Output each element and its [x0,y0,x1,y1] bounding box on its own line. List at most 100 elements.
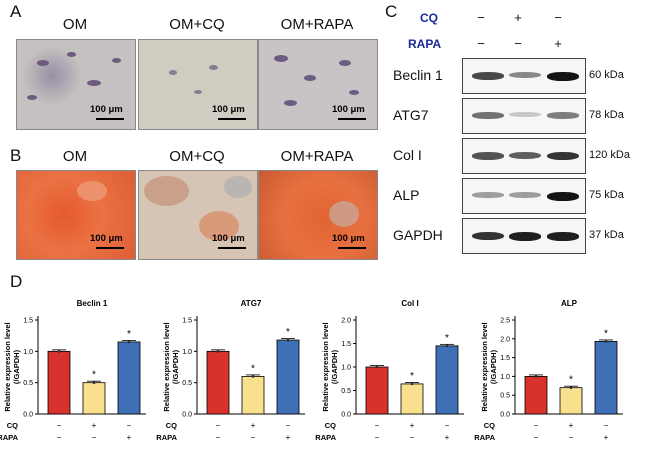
chart-star-atg7: * [251,363,255,374]
chart-sign-col-i: − [410,433,415,442]
wb-band [509,112,541,117]
wb-sign-cq-3: − [554,10,562,25]
chart-bar-beclin-1 [82,382,106,415]
panel-letter-b: B [10,146,22,165]
micrograph-b-om [16,170,136,260]
chart-star-col-i: * [410,371,414,382]
chart-ylabel-alp: (/GAPDH) [489,349,498,384]
chart-star-beclin-1: * [127,329,131,340]
micrograph-label-b-cq: OM+CQ [169,148,225,165]
chart-ytick-label-col-i: 1.5 [341,341,351,348]
wb-label-gapdh: GAPDH [393,227,443,243]
wb-band [509,72,541,79]
chart-ytick-label-alp: 0.5 [500,393,510,400]
chart-bar-alp [524,376,548,415]
micrograph-label-a-rapa: OM+RAPA [280,16,354,33]
chart-point-col-i [375,365,379,369]
chart-sign-col-i: − [445,421,450,430]
chart-title-beclin-1: Beclin 1 [77,299,108,308]
chart-sign-col-i: + [410,421,415,430]
wb-kda-label: 78 kDa [589,109,624,121]
wb-band [472,232,504,241]
scale-bar-b-rapa [338,247,366,249]
chart-ytick-label-col-i: 0.5 [341,388,351,395]
chart-treatment-label-alp: RAPA [474,433,495,442]
wb-band [509,232,541,241]
chart-ytick-label-alp: 1.5 [500,355,510,362]
wb-band [547,112,579,119]
chart-bar-beclin-1 [117,341,141,415]
wb-band [472,152,504,160]
chart-title-alp: ALP [561,299,578,308]
wb-treatment-rapa-label: RAPA [408,37,442,51]
chart-point-beclin-1 [127,340,131,344]
wb-band [509,152,541,160]
chart-sign-beclin-1: − [57,433,62,442]
micrograph-label-b-om: OM [62,148,88,165]
chart-sign-beclin-1: + [92,421,97,430]
panel-letter-a: A [10,2,22,21]
chart-point-alp [534,375,538,378]
scale-label-a-cq: 100 μm [212,104,245,115]
chart-ytick-label-col-i: 0.0 [341,412,351,419]
chart-bar-alp [594,341,618,415]
chart-bar-col-i [435,345,459,415]
chart-treatment-label-col-i: CQ [325,421,336,430]
chart-point-beclin-1 [57,349,61,353]
wb-label-atg7: ATG7 [393,107,429,123]
wb-label-col-i: Col I [393,147,422,163]
wb-band [547,72,579,81]
wb-band [547,152,579,161]
panel-letter-c: C [385,2,398,21]
chart-sign-atg7: + [251,421,256,430]
chart-star-col-i: * [445,333,449,344]
chart-ylabel-alp: Relative expression level [480,322,489,411]
chart-bar-col-i [400,383,424,415]
scale-label-a-om: 100 μm [90,104,123,115]
micrograph-a-cq [138,39,258,130]
chart-treatment-label-beclin-1: CQ [7,421,18,430]
wb-band [547,192,579,201]
chart-sign-atg7: − [216,433,221,442]
chart-bar-atg7 [206,350,230,415]
chart-star-alp: * [604,328,608,339]
wb-band [509,192,541,198]
chart-treatment-label-atg7: CQ [166,421,177,430]
chart-sign-atg7: + [286,433,291,442]
chart-sign-alp: − [534,433,539,442]
wb-band [472,112,504,119]
scale-bar-b-om [96,247,124,249]
chart-sign-alp: + [569,421,574,430]
scale-bar-a-rapa [338,118,366,120]
wb-kda-label: 37 kDa [589,229,624,241]
chart-treatment-label-col-i: RAPA [315,433,336,442]
chart-bar-beclin-1 [47,350,71,415]
wb-kda-label: 120 kDa [589,149,630,161]
wb-band [472,192,504,198]
chart-ytick-label-atg7: 0.5 [182,380,192,387]
chart-ytick-label-alp: 0.0 [500,412,510,419]
chart-sign-beclin-1: + [127,433,132,442]
wb-kda-label: 75 kDa [589,189,624,201]
chart-point-atg7 [251,375,255,378]
chart-ytick-label-atg7: 1.0 [182,349,192,356]
scale-label-b-rapa: 100 μm [332,233,365,244]
scale-bar-b-cq [218,247,246,249]
chart-ytick-label-beclin-1: 0.0 [23,412,33,419]
chart-ylabel-beclin-1: Relative expression level [3,322,12,411]
chart-ytick-label-beclin-1: 0.5 [23,380,33,387]
chart-point-alp [569,386,573,390]
chart-point-col-i [445,344,449,348]
chart-bar-alp [559,387,583,415]
micrograph-label-b-rapa: OM+RAPA [280,148,354,165]
chart-point-col-i [410,382,414,386]
chart-point-atg7 [216,349,220,353]
chart-sign-alp: − [534,421,539,430]
wb-kda-label: 60 kDa [589,69,624,81]
chart-ylabel-atg7: Relative expression level [162,322,171,411]
wb-band [472,72,504,80]
scale-label-b-cq: 100 μm [212,233,245,244]
scale-bar-a-om [96,118,124,120]
chart-sign-col-i: + [445,433,450,442]
